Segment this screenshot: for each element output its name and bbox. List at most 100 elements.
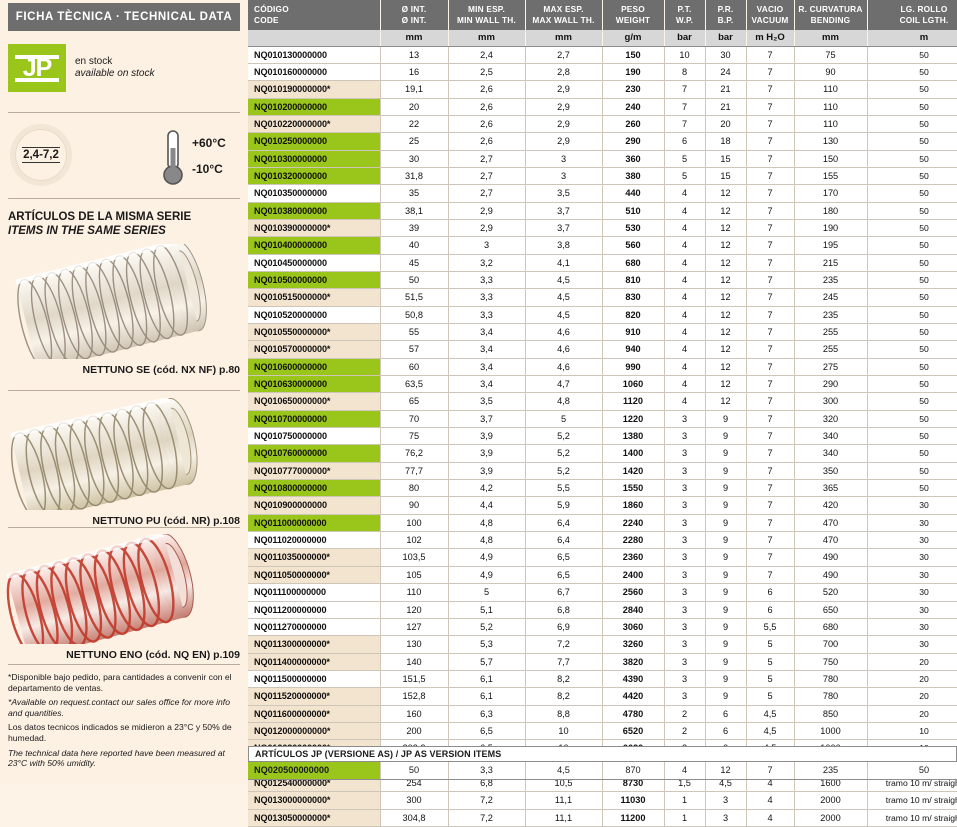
cell-minw: 3,4 <box>448 340 526 359</box>
cell-code: NQ010650000000* <box>248 392 381 411</box>
cell-bp: 12 <box>705 219 747 238</box>
table-row[interactable]: NQ010650000000*653,54,811204127300500,43… <box>248 392 957 411</box>
table-row[interactable]: NQ011500000000151,56,18,24390395780201,3… <box>248 670 957 689</box>
wall-thickness-value: 2,4-7,2 <box>22 147 60 163</box>
cell-w: 4780 <box>602 705 665 723</box>
table-row[interactable]: NQ010570000000*573,44,69404127255500,381 <box>248 340 957 359</box>
table-row[interactable]: NQ01038000000038,12,93,75104127180500,14… <box>248 202 957 220</box>
table-row[interactable]: NQ0112700000001275,26,93060395,5680301,1… <box>248 618 957 637</box>
cell-bend: 340 <box>794 444 868 463</box>
cell-w: 360 <box>602 150 665 168</box>
cell-minw: 3,3 <box>448 288 526 307</box>
cell-bp: 18 <box>705 132 747 151</box>
cell-coil: 50 <box>867 288 957 307</box>
table-row[interactable]: NQ01063000000063,53,44,710604127290500,4… <box>248 375 957 394</box>
hose-red-icon <box>6 532 194 660</box>
cell-bp: 12 <box>705 392 747 411</box>
table-row[interactable]: NQ012000000000*2006,5106520264,51000102,… <box>248 722 957 741</box>
cell-w: 2280 <box>602 531 665 550</box>
cell-code: NQ010630000000 <box>248 375 381 394</box>
cell-coil: 30 <box>867 635 957 654</box>
cell-d: 103,5 <box>380 548 449 567</box>
cell-w: 260 <box>602 115 665 134</box>
series-item-0[interactable]: NETTUNO SE (cód. NX NF) p.80 <box>4 238 244 376</box>
cell-vac: 7 <box>746 323 795 342</box>
cell-bend: 155 <box>794 167 868 186</box>
cell-coil: 50 <box>867 115 957 134</box>
table-row[interactable]: NQ010190000000*19,12,62,92307217110500,0… <box>248 80 957 99</box>
table-row[interactable]: NQ011600000000*1606,38,84780264,5850201,… <box>248 705 957 723</box>
divider-3 <box>8 390 240 391</box>
cell-vac: 7 <box>746 427 795 446</box>
series-item-1[interactable]: NETTUNO PU (cód. NR) p.108 <box>4 396 244 527</box>
cell-coil: 50 <box>867 375 957 394</box>
cell-w: 810 <box>602 271 665 290</box>
cell-wp: 3 <box>664 687 706 706</box>
cell-d: 152,8 <box>380 687 449 706</box>
table-row[interactable]: NQ011520000000*152,86,18,24420395780201,… <box>248 687 957 706</box>
table-row[interactable]: NQ011035000000*103,54,96,52360397490300,… <box>248 548 957 567</box>
cell-coil: 50 <box>867 323 957 342</box>
table-row[interactable]: NQ011050000000*1054,96,52400397490300,90… <box>248 566 957 585</box>
cell-minw: 3,9 <box>448 444 526 463</box>
cell-vac: 7 <box>746 150 795 168</box>
cell-bend: 520 <box>794 583 868 602</box>
cell-minw: 6,1 <box>448 670 526 689</box>
table-row[interactable]: NQ013000000000* 300 7,2 11,1 11030 1 3 4 2000 tra… <box>248 791 957 810</box>
col-unit-4: g/m <box>602 30 665 47</box>
cell-bend: 130 <box>794 132 868 151</box>
table-row[interactable]: NQ013050000000* 304,8 7,2 11,1 11200 1 3 4 2000 t… <box>248 809 957 827</box>
table-row[interactable]: NQ010515000000*51,53,34,58304127245500,2… <box>248 288 957 307</box>
cell-w: 440 <box>602 184 665 203</box>
cell-minw: 3,3 <box>448 271 526 290</box>
cell-code: NQ020500000000 <box>248 762 381 780</box>
cell-minw: 2,7 <box>448 150 526 168</box>
thermometer-icon <box>163 130 183 185</box>
cell-d: 100 <box>380 514 449 533</box>
cell-maxw: 2,7 <box>525 46 603 64</box>
table-row[interactable]: NQ011300000000*1305,37,23260395700301,15… <box>248 635 957 654</box>
cell-maxw: 6,9 <box>525 618 603 637</box>
col-header-1: Ø INT. Ø INT. <box>380 0 449 30</box>
table-row[interactable]: NQ01076000000076,23,95,21400397340500,62… <box>248 444 957 463</box>
cell-code: NQ010550000000* <box>248 323 381 342</box>
table-row[interactable]: NQ010777000000*77,73,95,21420397350500,6… <box>248 462 957 481</box>
table-row[interactable]: NQ010390000000*392,93,75304127190500,178 <box>248 219 957 238</box>
cell-vac: 7 <box>746 236 795 255</box>
table-row[interactable]: NQ01052000000050,83,34,58204127235500,25… <box>248 306 957 325</box>
cell-code: NQ010515000000* <box>248 288 381 307</box>
cell-coil: 20 <box>867 687 957 706</box>
cell-d: 50 <box>380 271 449 290</box>
cell-wp: 4 <box>664 340 706 359</box>
series-item-2[interactable]: NETTUNO ENO (cód. NQ EN) p.109 <box>4 532 244 661</box>
jp-logo-icon: JP <box>8 44 66 92</box>
table-row[interactable]: NQ010550000000*553,44,69104127255500,370 <box>248 323 957 342</box>
table-row[interactable]: NQ010220000000*222,62,92607207110500,060 <box>248 115 957 134</box>
cell-vac: 7 <box>746 271 795 290</box>
table-row[interactable]: NQ011400000000*1405,77,73820395750201,24… <box>248 653 957 671</box>
cell-wp: 1 <box>664 791 706 810</box>
col-unit-0 <box>248 30 381 47</box>
page-title: FICHA TÈCNICA · TECHNICAL DATA <box>8 3 240 31</box>
cell-minw: 3,4 <box>448 358 526 377</box>
